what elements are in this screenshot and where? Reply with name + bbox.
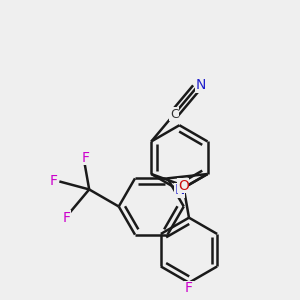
Text: F: F (62, 211, 70, 225)
Text: N: N (174, 183, 184, 197)
Text: O: O (178, 179, 189, 193)
Text: F: F (82, 151, 90, 164)
Text: N: N (196, 79, 206, 92)
Text: F: F (185, 281, 193, 295)
Text: F: F (49, 174, 57, 188)
Text: C: C (170, 108, 178, 121)
